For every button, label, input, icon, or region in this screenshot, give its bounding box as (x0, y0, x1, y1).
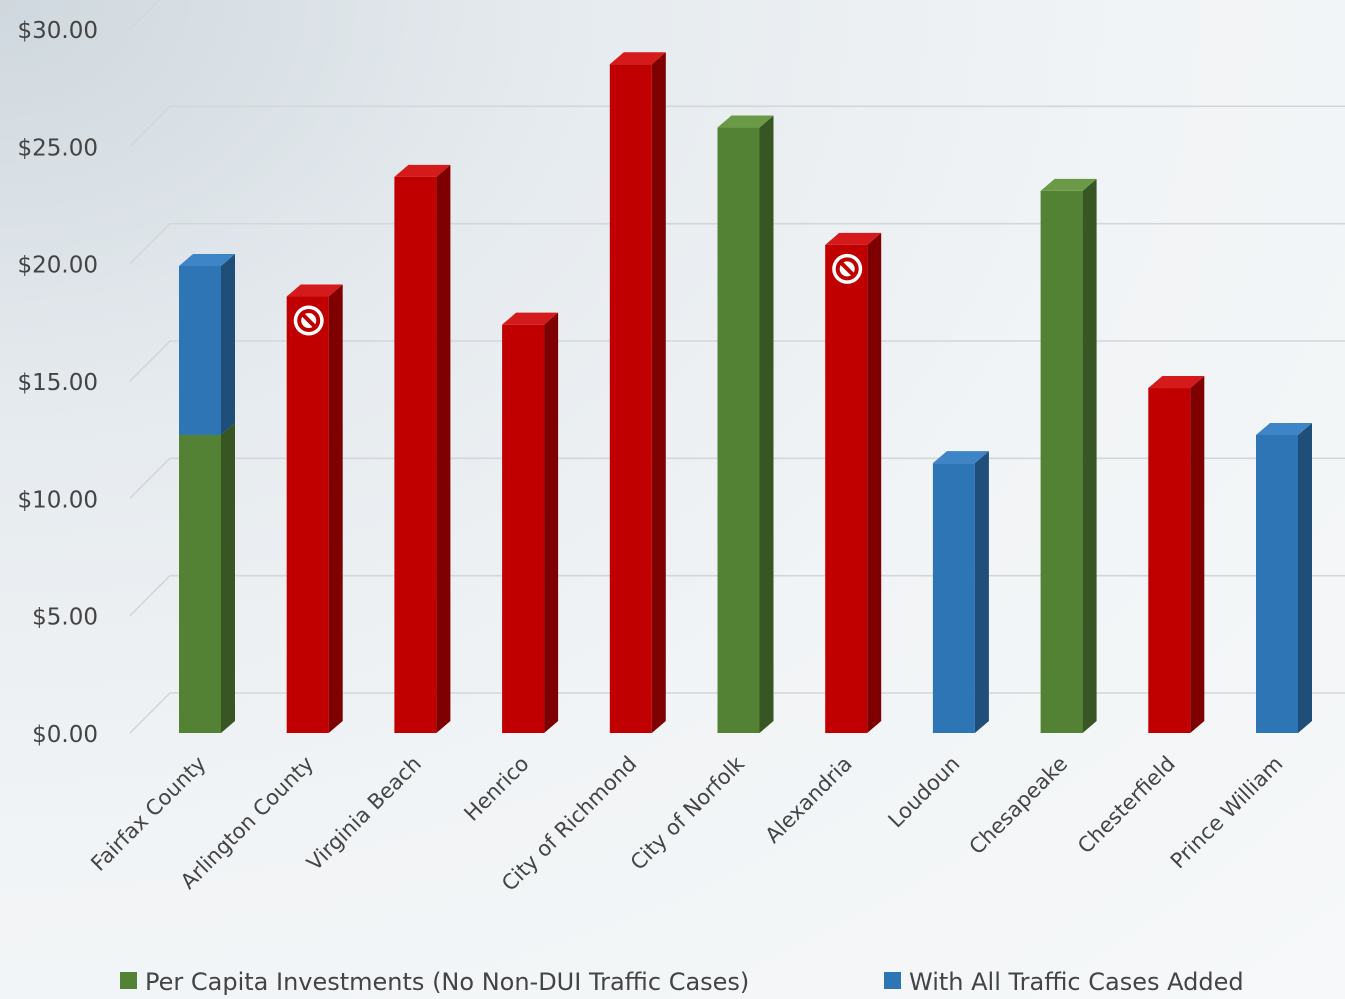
bar-blue (932, 451, 989, 733)
y-axis-ticks: $0.00 $5.00 $10.00 $15.00 $20.00 $25.00 $30.00 (18, 18, 98, 748)
legend-label-blue: With All Traffic Cases Added (909, 968, 1244, 996)
gridline (129, 0, 161, 30)
bar-green (1040, 178, 1097, 734)
x-category-label: Alexandria (761, 752, 857, 848)
bar-red (286, 284, 343, 733)
legend-swatch-blue (884, 972, 901, 989)
bar-blue (179, 254, 235, 435)
bar-green (179, 422, 235, 733)
x-category-label: Fairfax County (86, 752, 210, 876)
x-category-label: Henrico (459, 752, 533, 826)
y-tick-label: $5.00 (32, 605, 98, 631)
bar-red (502, 312, 559, 733)
gridline (129, 105, 1345, 147)
bar-green (717, 115, 774, 733)
x-category-label: Virginia Beach (302, 752, 426, 876)
bars (179, 52, 1312, 734)
x-category-label: Prince William (1166, 752, 1288, 874)
x-category-label: Chesapeake (965, 752, 1073, 860)
x-category-label: Chesterfield (1073, 752, 1180, 859)
gridline (129, 340, 1345, 382)
y-tick-label: $15.00 (18, 370, 98, 396)
y-tick-label: $20.00 (18, 253, 98, 279)
legend: Per Capita Investments (No Non-DUI Traff… (120, 968, 1244, 996)
y-tick-label: $30.00 (18, 18, 98, 44)
bar-red (394, 164, 451, 734)
x-category-label: City of Norfolk (626, 751, 750, 875)
gridline (129, 222, 1345, 265)
y-tick-label: $0.00 (32, 722, 98, 748)
bar-blue (1256, 422, 1312, 733)
y-tick-label: $25.00 (18, 135, 98, 161)
bar-red (609, 52, 666, 733)
prohibited-icon (832, 253, 863, 284)
x-category-label: Loudoun (884, 752, 965, 833)
y-tick-label: $10.00 (18, 487, 98, 513)
legend-swatch-green (120, 972, 137, 989)
prohibited-icon (293, 305, 324, 336)
bar-red (825, 232, 882, 734)
legend-label-green: Per Capita Investments (No Non-DUI Traff… (145, 968, 749, 996)
bar-red (1148, 376, 1205, 733)
